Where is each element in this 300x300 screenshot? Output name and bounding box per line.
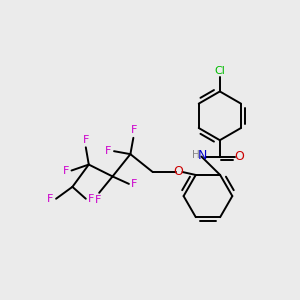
Text: F: F [94, 195, 101, 205]
Text: Cl: Cl [214, 66, 225, 76]
Text: H: H [192, 150, 200, 160]
Text: O: O [234, 150, 244, 163]
Text: F: F [105, 146, 112, 156]
Text: O: O [173, 165, 183, 178]
Text: F: F [82, 135, 89, 145]
Text: F: F [88, 194, 94, 204]
Text: F: F [131, 179, 138, 189]
Text: F: F [63, 166, 69, 176]
Text: F: F [47, 194, 54, 204]
Text: N: N [197, 149, 207, 162]
Text: F: F [131, 125, 137, 135]
